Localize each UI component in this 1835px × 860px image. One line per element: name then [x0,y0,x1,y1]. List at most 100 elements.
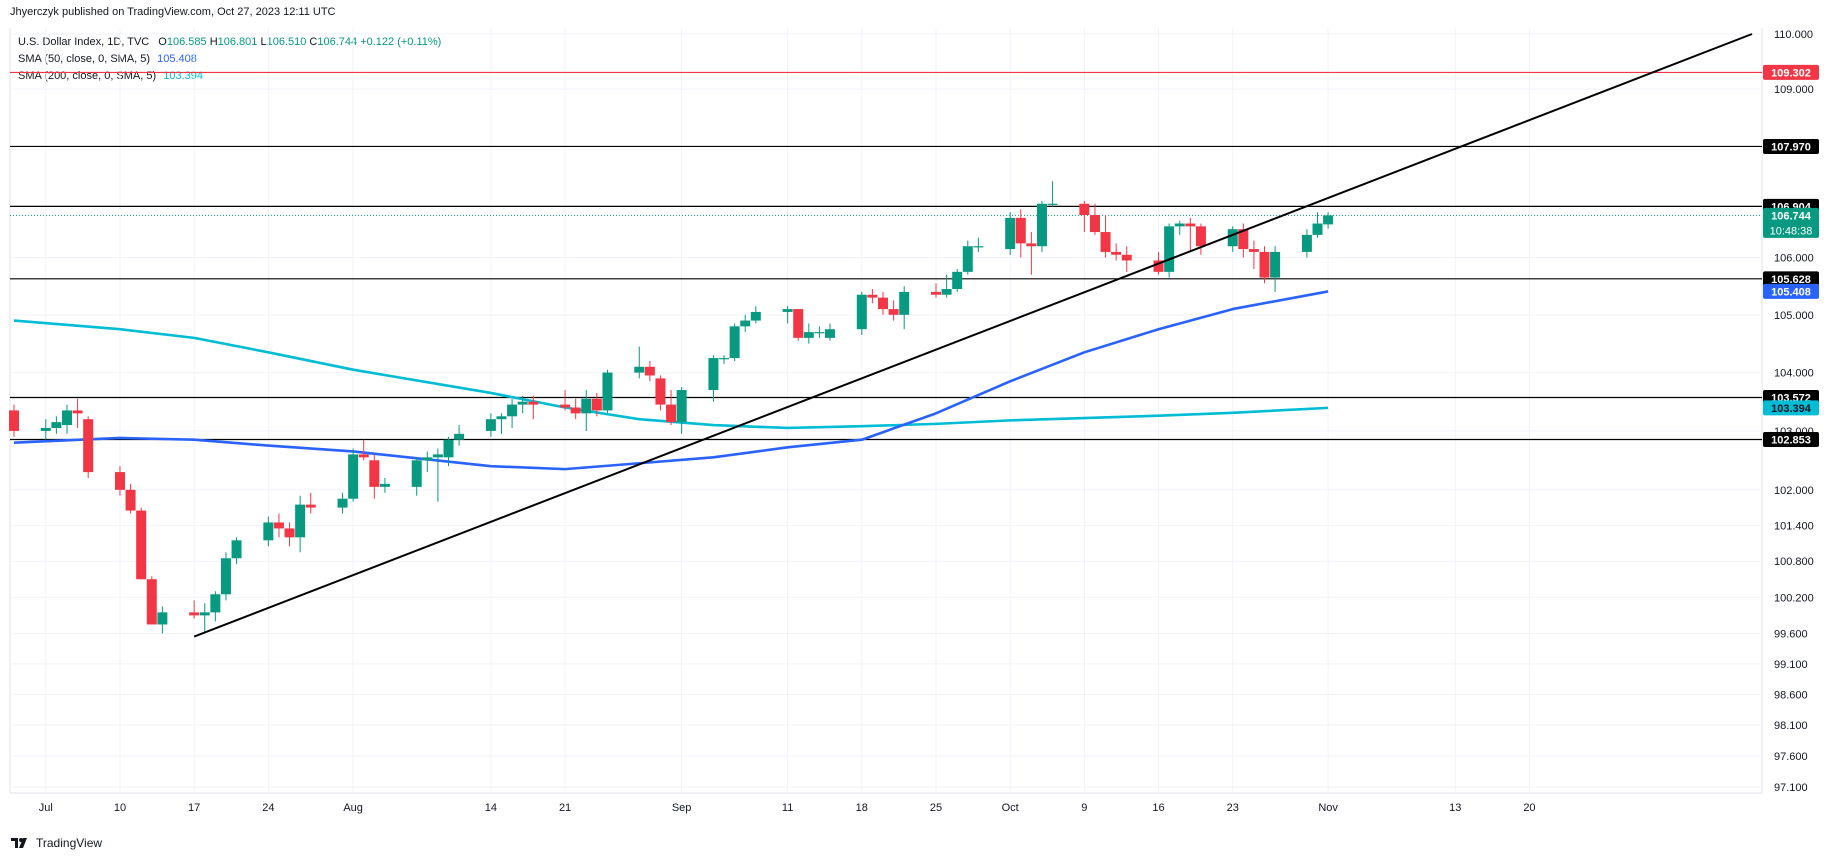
time-tick-label: Oct [1002,802,1019,814]
candle-body [740,320,751,327]
candle-body [591,398,602,411]
candle-body [507,404,518,417]
candle [454,425,465,446]
candle [295,495,306,553]
price-tick-label: 109.000 [1774,84,1814,96]
level-price-tag-bg [1763,271,1819,287]
candle [40,419,51,440]
time-tick-label: 14 [485,802,497,814]
candle [740,314,751,333]
candle-body [570,407,581,414]
candle-body [189,612,200,616]
level-price-tag-text: 105.628 [1771,274,1811,286]
candle [369,454,380,499]
candle-body [1047,203,1058,205]
candle [666,390,677,426]
candle-body [1312,223,1323,235]
candle [962,240,973,275]
candle-body [1036,203,1047,247]
candle-body [1026,243,1037,247]
level-price-tag: 109.302 [1763,64,1819,80]
price-tick-label: 110.000 [1774,29,1813,41]
time-axis[interactable]: Jul 10 17 24 Aug 14 21 Sep 11 18 25 Oct 9 16 23 Nov 13 20 [39,802,1536,814]
candle-body [634,366,645,373]
time-tick-label: Nov [1318,802,1338,814]
candle-body [369,460,380,487]
candle-body [210,594,221,613]
sma-price-tag: 105.408 [1763,283,1819,299]
candle-body [793,309,804,338]
change-value: +0.122 (+0.11%) [360,36,442,48]
candle-body [517,401,528,405]
candle [1270,246,1281,292]
candle [432,448,443,502]
moving-averages [13,290,1329,471]
candle-body [432,454,443,458]
candle [750,306,761,324]
candle [263,516,274,547]
level-price-tag-bg [1763,432,1819,448]
candle [581,390,592,431]
price-tick-label: 97.100 [1774,782,1808,794]
candle-body [83,419,94,473]
time-tick-label: 9 [1081,802,1087,814]
price-tick-label: 98.100 [1774,720,1808,732]
candle [496,413,507,434]
candle [83,416,94,478]
legend-main-series[interactable]: U.S. Dollar Index, 1D, TVC O106.585 H106… [18,34,441,51]
candle-body [899,291,910,315]
candle [591,392,602,417]
candle [952,269,963,292]
candle-body [973,246,984,248]
candle-body [856,294,867,330]
time-tick-label: Jul [39,802,53,814]
candle [1323,212,1334,229]
sma50-line [13,290,1329,471]
candle [1005,212,1016,255]
candle-body [1005,217,1016,250]
candle-body [560,404,571,408]
candle-body [878,297,888,310]
candle-body [676,390,687,423]
candle-body [348,454,359,499]
sma50-value: 105.408 [157,53,197,65]
candle [411,457,422,496]
level-price-tag-text: 107.970 [1771,141,1811,153]
candle-body [750,311,761,321]
time-tick-label: 11 [782,802,793,814]
sma-price-tag-text: 105.408 [1771,286,1811,298]
price-axis[interactable]: 110.000109.000106.000105.000104.000103.0… [1763,29,1819,794]
candle [136,507,147,580]
candle-body [708,358,719,391]
candle-body [9,410,19,431]
candle [358,439,369,461]
candle [729,323,740,361]
candle [189,600,200,619]
candle-body [952,271,963,290]
candle-body [867,294,878,298]
candle [1301,229,1312,258]
horizontal-lines [10,71,1762,441]
candle [1174,220,1185,235]
candle [782,306,793,324]
candle [507,398,518,428]
candle [655,375,666,411]
sma-price-tag: 103.394 [1763,400,1819,416]
candle [719,355,730,364]
last-price-tag: 106.744 10:48:38 [1763,207,1819,238]
price-tick-label: 98.600 [1774,689,1808,701]
candle [1036,200,1047,252]
candle [220,552,231,601]
price-tick-label: 101.400 [1774,520,1814,532]
candle [1121,246,1132,272]
level-price-tag-text: 109.302 [1771,67,1811,79]
candle [125,483,136,514]
close-value: 106.744 [317,36,358,48]
candle [1238,223,1249,258]
candle-body [443,439,454,458]
legend-sma50[interactable]: SMA (50, close, 0, SMA, 5) 105.408 [18,51,441,68]
trendline [193,33,1753,638]
candle-body [337,498,348,508]
candle [273,513,284,538]
